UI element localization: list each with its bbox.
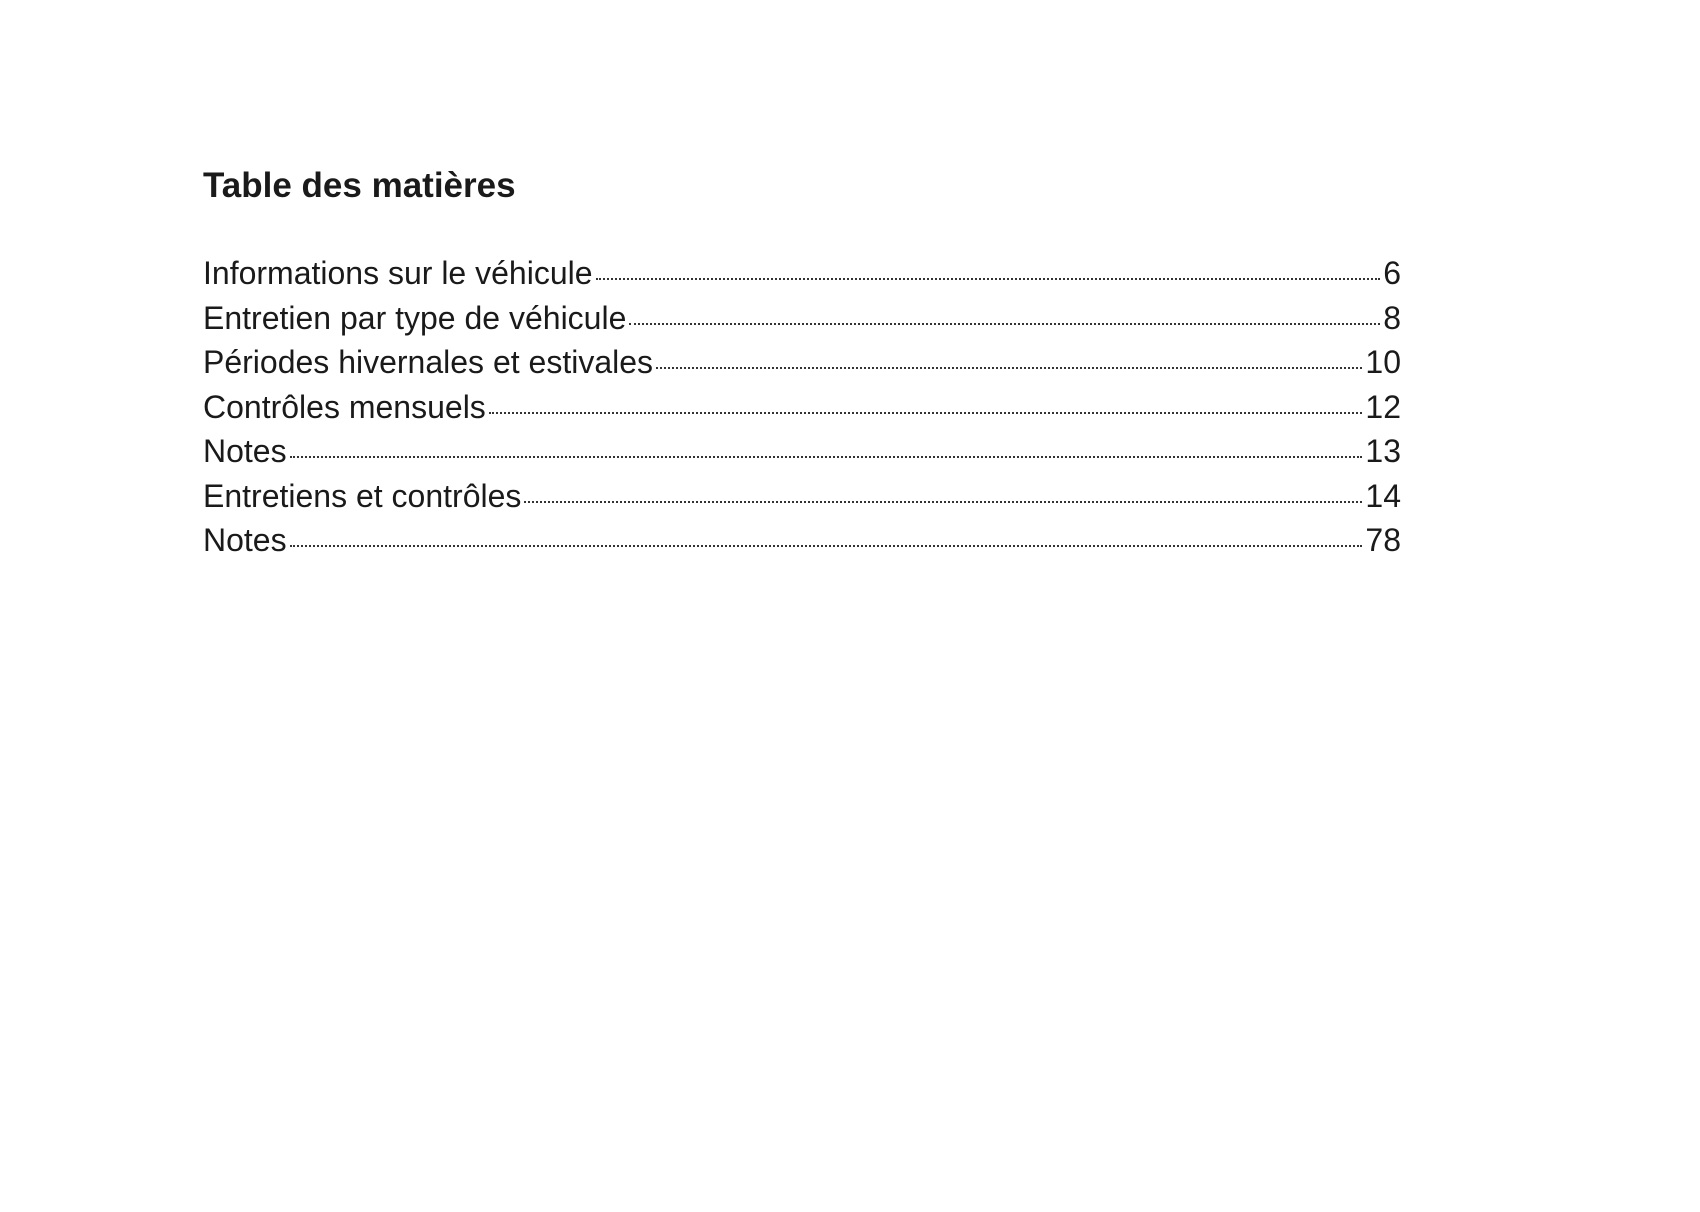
- page-title: Table des matières: [203, 166, 516, 205]
- toc-entry-label: Périodes hivernales et estivales: [203, 344, 654, 380]
- dot-leader: [524, 500, 1363, 503]
- dot-leader: [488, 411, 1363, 414]
- toc-entry-label: Informations sur le véhicule: [203, 255, 593, 291]
- toc-entry-page: 13: [1365, 433, 1401, 469]
- toc-entry-page: 8: [1383, 299, 1401, 336]
- toc-entry-page: 12: [1365, 388, 1401, 425]
- dot-leader: [629, 322, 1381, 325]
- toc-entry-label: Contrôles mensuels: [203, 388, 486, 425]
- toc-entry[interactable]: Périodes hivernales et estivales 10: [203, 340, 1401, 385]
- dot-leader: [595, 278, 1381, 280]
- toc-entry-page: 6: [1383, 255, 1401, 291]
- dot-leader: [289, 545, 1363, 547]
- toc-entry-label: Notes: [203, 522, 287, 558]
- toc-entry[interactable]: Informations sur le véhicule 6: [203, 251, 1401, 296]
- toc-entry-page: 14: [1365, 477, 1401, 514]
- toc-entry-label: Entretien par type de véhicule: [203, 299, 627, 336]
- toc-entry-page: 10: [1365, 344, 1401, 380]
- toc-entry[interactable]: Notes 13: [203, 429, 1401, 474]
- toc-entry-label: Notes: [203, 433, 287, 469]
- toc-entry[interactable]: Entretiens et contrôles 14: [203, 474, 1401, 519]
- toc-entry-page: 78: [1365, 522, 1401, 558]
- dot-leader: [656, 367, 1363, 369]
- toc-entry-label: Entretiens et contrôles: [203, 477, 522, 514]
- toc-entry[interactable]: Entretien par type de véhicule 8: [203, 296, 1401, 341]
- toc-entry[interactable]: Contrôles mensuels 12: [203, 385, 1401, 430]
- table-of-contents: Informations sur le véhicule 6 Entretien …: [203, 251, 1401, 563]
- dot-leader: [289, 456, 1363, 458]
- toc-entry[interactable]: Notes 78: [203, 518, 1401, 563]
